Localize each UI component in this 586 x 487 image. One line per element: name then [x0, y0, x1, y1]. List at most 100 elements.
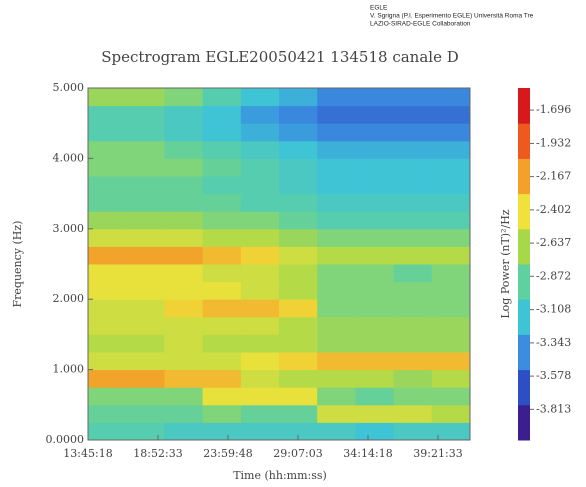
heatmap-cell: [317, 246, 356, 265]
y-tick-label: 1.000: [53, 363, 85, 376]
heatmap-cell: [279, 299, 318, 318]
y-tick-label: 4.000: [53, 151, 85, 164]
heatmap-cell: [88, 316, 127, 335]
heatmap-cell: [126, 316, 165, 335]
heatmap-cell: [164, 281, 204, 300]
heatmap-cell: [240, 387, 280, 406]
colorbar-swatch: [518, 264, 530, 300]
heatmap-cell: [431, 387, 471, 406]
heatmap-cell: [355, 176, 395, 195]
heatmap-cell: [126, 158, 165, 177]
heatmap-cell: [88, 387, 127, 406]
heatmap-cell: [164, 387, 204, 406]
heatmap-cell: [164, 158, 204, 177]
heatmap-cell: [202, 299, 242, 318]
colorbar-tick-label: -3.578: [536, 369, 571, 382]
colorbar-tick-label: -2.872: [536, 269, 571, 282]
colorbar-swatch: [518, 158, 530, 195]
y-axis-label: Frequency (Hz): [11, 221, 24, 308]
heatmap-cell: [317, 299, 356, 318]
heatmap-cell: [279, 211, 318, 230]
heatmap-cell: [164, 228, 204, 247]
x-tick-label: 18:52:33: [133, 447, 182, 460]
heatmap-cell: [431, 299, 471, 318]
x-tick-label: 29:07:03: [273, 447, 322, 460]
heatmap-cell: [431, 211, 471, 230]
heatmap-cell: [202, 404, 242, 423]
heatmap-cell: [126, 264, 165, 283]
heatmap-cell: [317, 228, 356, 247]
heatmap-cell: [164, 193, 204, 212]
heatmap-cell: [88, 228, 127, 247]
heatmap-cell: [88, 299, 127, 318]
heatmap-cell: [240, 404, 280, 423]
heatmap-cell: [164, 105, 204, 124]
heatmap-cell: [431, 123, 471, 142]
heatmap-cell: [355, 193, 395, 212]
heatmap-cell: [317, 422, 356, 441]
heatmap-cell: [431, 193, 471, 212]
heatmap-cell: [240, 281, 280, 300]
heatmap-cell: [202, 158, 242, 177]
heatmap-cell: [88, 158, 127, 177]
heatmap-cell: [126, 369, 165, 388]
heatmap-cell: [164, 88, 204, 107]
heatmap-cell: [355, 105, 395, 124]
colorbar-swatch: [518, 123, 530, 159]
heatmap-cell: [240, 123, 280, 142]
heatmap-cell: [240, 299, 280, 318]
colorbar-tick-label: -3.108: [536, 303, 571, 316]
heatmap-cell: [88, 105, 127, 124]
heatmap-cell: [164, 123, 204, 142]
colorbar-swatch: [518, 299, 530, 335]
heatmap-cell: [317, 105, 356, 124]
heatmap-cell: [393, 228, 433, 247]
heatmap-cell: [355, 158, 395, 177]
heatmap-cell: [431, 281, 471, 300]
heatmap-cell: [431, 246, 471, 265]
heatmap-cell: [126, 193, 165, 212]
heatmap-cell: [88, 211, 127, 230]
colorbar-tick-label: -3.343: [536, 336, 571, 349]
heatmap-cell: [202, 264, 242, 283]
heatmap-cell: [355, 88, 395, 107]
heatmap-cell: [393, 158, 433, 177]
heatmap-cell: [126, 176, 165, 195]
heatmap-cell: [126, 299, 165, 318]
heatmap-cell: [279, 228, 318, 247]
heatmap-cell: [393, 404, 433, 423]
heatmap-cell: [88, 176, 127, 195]
heatmap-cell: [355, 123, 395, 142]
heatmap-cell: [355, 211, 395, 230]
heatmap-cell: [279, 352, 318, 371]
heatmap-cell: [240, 211, 280, 230]
heatmap-cell: [88, 140, 127, 159]
heatmap-cell: [393, 281, 433, 300]
heatmap-cell: [431, 158, 471, 177]
heatmap-cell: [164, 369, 204, 388]
colorbar-tick-label: -3.813: [536, 402, 571, 415]
x-tick-label: 34:14:18: [343, 447, 392, 460]
chart-title: Spectrogram EGLE20050421 134518 canale D: [101, 48, 459, 66]
heatmap-cell: [202, 281, 242, 300]
heatmap-cell: [126, 352, 165, 371]
heatmap-cell: [88, 264, 127, 283]
heatmap-cell: [126, 281, 165, 300]
heatmap-cell: [126, 334, 165, 353]
heatmap-cell: [126, 404, 165, 423]
x-tick-label: 23:59:48: [203, 447, 252, 460]
heatmap-cell: [355, 264, 395, 283]
heatmap-cell: [126, 422, 165, 441]
heatmap-cell: [431, 264, 471, 283]
heatmap-cell: [317, 387, 356, 406]
heatmap-cell: [164, 352, 204, 371]
heatmap-cell: [240, 334, 280, 353]
heatmap-cell: [202, 352, 242, 371]
heatmap-cell: [317, 176, 356, 195]
heatmap-cell: [393, 176, 433, 195]
heatmap-cell: [393, 316, 433, 335]
heatmap-cell: [164, 334, 204, 353]
heatmap-cell: [240, 316, 280, 335]
